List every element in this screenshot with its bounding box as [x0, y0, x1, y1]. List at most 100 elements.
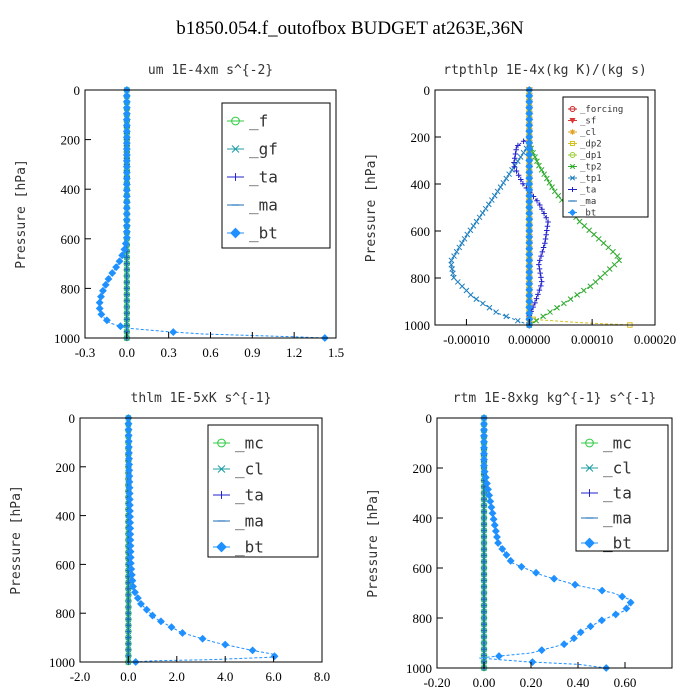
data-point	[539, 206, 545, 213]
data-point	[540, 313, 546, 320]
data-point	[459, 240, 465, 246]
data-point	[561, 300, 567, 307]
data-point	[502, 550, 511, 559]
legend-label: _ma	[603, 509, 632, 528]
x-tick-label: -0.00010	[443, 332, 490, 347]
data-point	[517, 154, 524, 160]
data-point	[591, 231, 597, 238]
data-point	[473, 218, 480, 225]
data-point	[509, 167, 515, 173]
x-tick-label: 0.6	[202, 345, 219, 360]
legend-label: _bt	[603, 534, 632, 553]
data-point	[545, 219, 551, 225]
x-tick-label: 0.00000	[508, 332, 550, 347]
data-point	[488, 509, 497, 518]
y-tick-label: 800	[61, 281, 81, 296]
data-point	[549, 184, 555, 190]
legend-marker	[585, 438, 594, 448]
data-point	[538, 167, 545, 173]
legend-label: _ma	[580, 197, 596, 207]
data-point	[532, 154, 538, 160]
x-tick-label: -2.0	[70, 669, 91, 684]
legend-label: _bt	[249, 224, 278, 243]
x-tick-label: 0.00	[473, 675, 496, 690]
legend-label: _f	[249, 112, 268, 131]
data-point	[448, 257, 455, 264]
data-point	[467, 291, 474, 298]
data-point	[534, 158, 540, 165]
y-axis-label: Pressure [hPa]	[9, 485, 24, 595]
x-tick-label: 0.9	[244, 345, 260, 360]
x-tick-label: -0.3	[75, 345, 96, 360]
data-point	[514, 317, 521, 324]
legend-marker	[569, 175, 576, 181]
legend-label: _cl	[603, 459, 632, 478]
legend-entry: _bt	[213, 538, 264, 557]
legend-label: _bt	[235, 538, 264, 557]
data-point	[97, 292, 105, 301]
legend-entry: _ma	[227, 196, 278, 215]
data-point	[514, 158, 521, 165]
legend-marker	[585, 464, 594, 472]
legend-entry: _bt	[568, 209, 596, 219]
data-point	[503, 313, 510, 320]
x-tick-label: 2.0	[169, 669, 185, 684]
legend-marker	[569, 129, 576, 135]
axes-frame	[436, 417, 673, 669]
data-point	[576, 218, 583, 225]
x-tick-label: 1.5	[328, 345, 344, 360]
legend-marker	[569, 163, 576, 170]
data-point	[461, 235, 468, 242]
data-point	[470, 223, 477, 229]
data-point	[517, 562, 526, 571]
legend-entry: _dp2	[568, 140, 602, 150]
data-point	[540, 244, 547, 251]
data-point	[538, 274, 544, 281]
data-point	[544, 223, 551, 230]
legend-entry: _bt	[227, 224, 278, 243]
data-point	[221, 640, 230, 649]
data-point	[567, 296, 574, 303]
legend-label: _sf	[580, 117, 596, 127]
data-point	[554, 304, 560, 311]
data-point	[486, 304, 493, 311]
legend-marker	[569, 118, 576, 124]
legend: _forcing _sf_cl _dp2_dp1 _tp2_tp1 _ta_ma _bt	[562, 96, 649, 219]
legend: _mc _cl _ta _ma _bt	[207, 424, 319, 558]
data-point	[520, 181, 526, 187]
x-tick-label: 0.60	[614, 675, 637, 690]
data-point	[494, 188, 501, 195]
axes-frame	[434, 89, 656, 326]
panel-title: um 1E-4xm s^{-2}	[148, 63, 273, 78]
data-point	[602, 270, 608, 277]
y-tick-label: 400	[413, 511, 433, 526]
legend-entry: _ta	[213, 486, 264, 505]
legend-label: _ma	[235, 512, 264, 531]
y-tick-label: 600	[413, 561, 433, 576]
data-point	[511, 164, 518, 170]
y-tick-label: 400	[56, 509, 76, 524]
data-point	[581, 223, 588, 229]
data-point	[506, 556, 515, 565]
data-point	[463, 287, 470, 294]
legend-label: _ta	[603, 484, 632, 503]
legend-label: _cl	[235, 460, 264, 479]
data-point	[532, 568, 540, 577]
data-point	[448, 261, 455, 268]
data-point	[576, 628, 585, 637]
data-point	[95, 304, 104, 313]
data-point	[118, 251, 127, 260]
legend-box	[221, 102, 331, 249]
y-tick-label: 200	[56, 460, 76, 475]
legend-label: _forcing	[580, 105, 623, 115]
data-point	[102, 316, 111, 325]
data-point	[157, 617, 165, 626]
y-tick-label: 800	[411, 271, 431, 286]
legend-entry: _ta	[581, 484, 632, 503]
x-tick-label: 0.0	[120, 669, 136, 684]
panel-um: um 1E-4xm s^{-2} Pressure [hPa] -0.3 0.0 0.3…	[14, 63, 344, 360]
data-point	[473, 296, 480, 303]
data-point	[101, 280, 110, 289]
data-point	[479, 210, 486, 216]
